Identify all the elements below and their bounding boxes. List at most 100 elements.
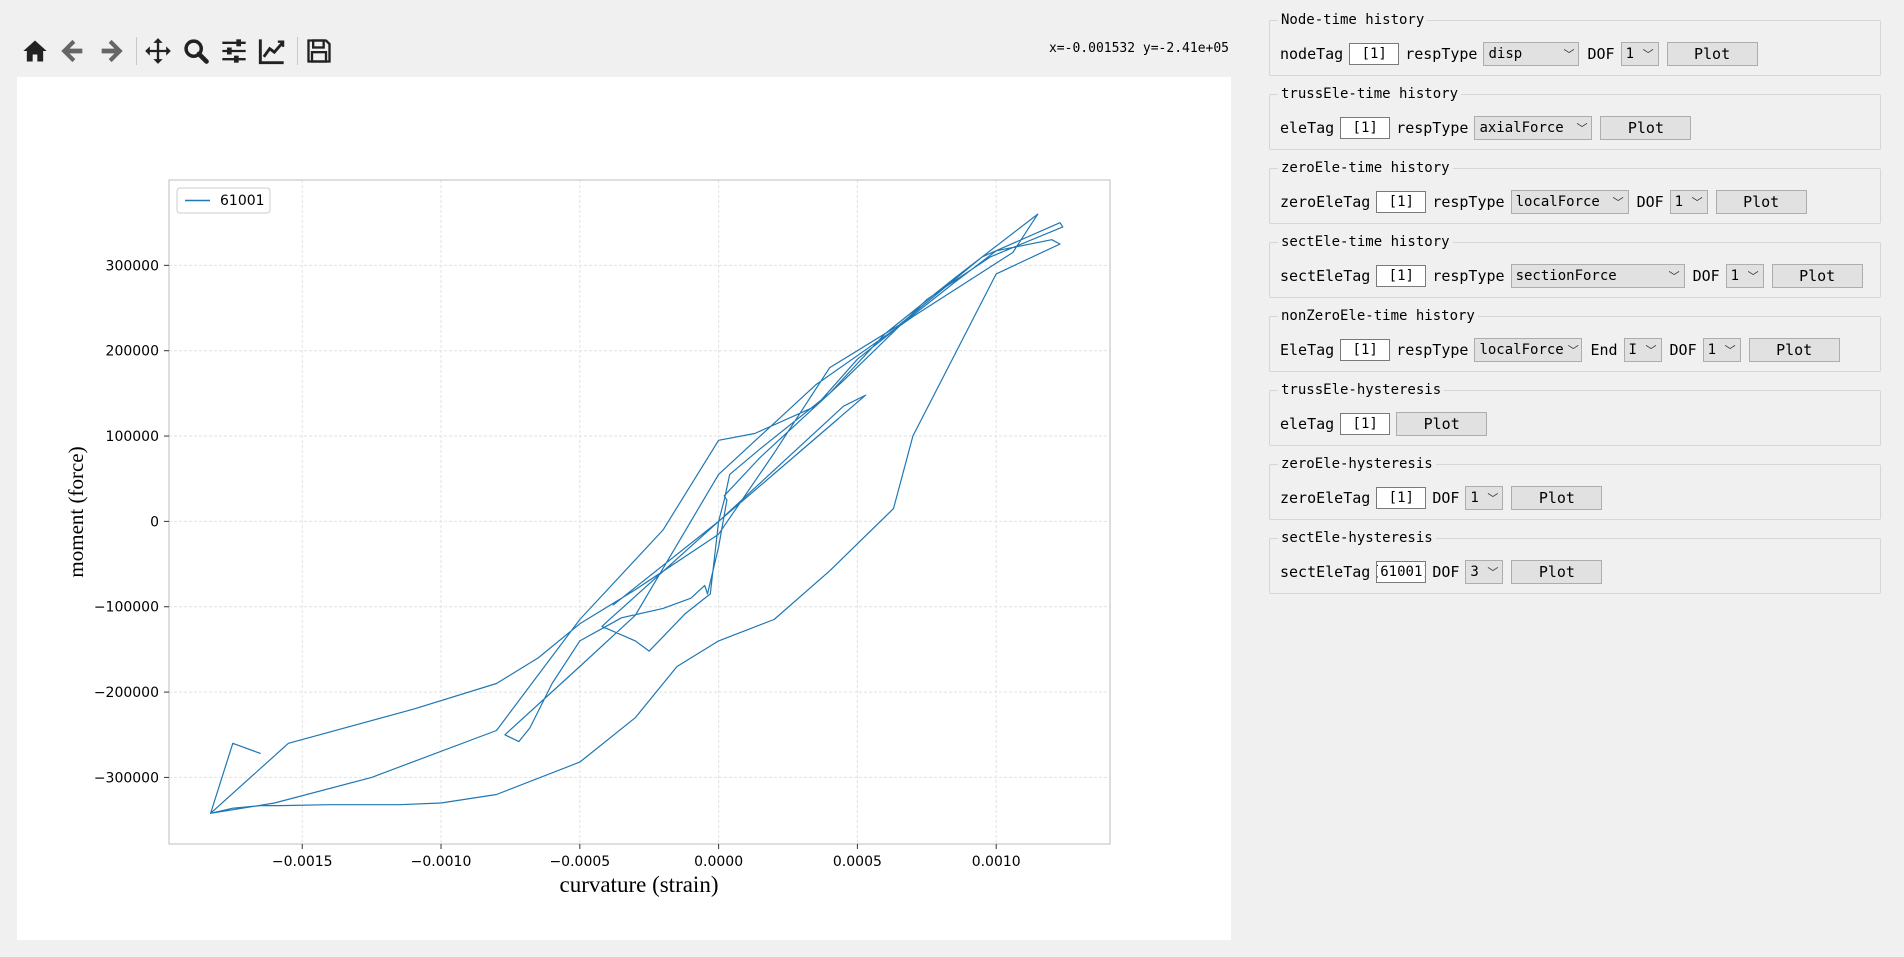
ele-tag-input[interactable]: [1] [1340, 413, 1391, 435]
resp-type-select[interactable]: localForce ﹀ [1474, 338, 1583, 362]
sect-ele-tag-input[interactable]: [61001] [1376, 561, 1427, 583]
group-title: zeroEle-hysteresis [1278, 456, 1436, 472]
chevron-down-icon: ﹀ [1487, 566, 1499, 579]
chevron-down-icon: ﹀ [1668, 270, 1680, 283]
zero-ele-tag-input[interactable]: [1] [1376, 487, 1427, 509]
configure-subplots-icon [222, 39, 246, 63]
plot-button[interactable]: Plot [1715, 190, 1807, 214]
back-button[interactable] [56, 34, 90, 68]
plot-button[interactable]: Plot [1666, 42, 1758, 66]
plot-button[interactable]: Plot [1511, 486, 1603, 510]
ele-tag-label: eleTag [1280, 119, 1335, 137]
group-title: Node-time history [1278, 12, 1428, 28]
sect-ele-tag-label: sectEleTag [1280, 563, 1371, 581]
legend: 61001 [176, 187, 271, 214]
plot-button[interactable]: Plot [1396, 412, 1488, 436]
legend-box [176, 187, 271, 214]
chevron-down-icon: ﹀ [1645, 344, 1657, 357]
chevron-down-icon: ﹀ [1487, 492, 1499, 505]
group-title: zeroEle-time history [1278, 160, 1453, 176]
x-axis-label: curvature (strain) [559, 872, 718, 897]
x-tick-label: 0.0000 [694, 854, 743, 870]
y-tick-label: −200000 [94, 685, 159, 701]
toolbar-separator [297, 37, 298, 65]
edit-axis-button[interactable] [255, 34, 289, 68]
dof-value: 3 [1470, 564, 1479, 580]
x-tick-label: −0.0005 [549, 854, 610, 870]
edit-axis-icon [258, 39, 285, 65]
plot-canvas[interactable]: −0.0015 −0.0010 −0.0005 0.0000 0.0005 0.0010 −… [17, 77, 1231, 940]
dof-select[interactable]: 1 ﹀ [1620, 42, 1659, 66]
truss-time-history-group: trussEle-time history eleTag [1] respTyp… [1269, 86, 1881, 150]
zoom-button[interactable] [179, 34, 213, 68]
home-button[interactable] [18, 34, 52, 68]
chevron-down-icon: ﹀ [1642, 48, 1654, 61]
y-tick-label: −300000 [94, 770, 159, 786]
resp-type-select[interactable]: sectionForce ﹀ [1510, 264, 1685, 288]
zero-ele-tag-label: zeroEleTag [1280, 489, 1371, 507]
group-title: trussEle-time history [1278, 86, 1462, 102]
zero-ele-tag-input[interactable]: [1] [1376, 191, 1427, 213]
resp-type-select[interactable]: localForce ﹀ [1510, 190, 1629, 214]
y-tick-label: 200000 [106, 344, 159, 360]
resp-type-value: axialForce [1479, 120, 1564, 136]
node-tag-input[interactable]: [1] [1349, 43, 1400, 65]
control-panel: Node-time history nodeTag [1] respType d… [1269, 12, 1881, 612]
back-arrow-icon [61, 39, 83, 63]
y-tick-label: 0 [150, 514, 159, 530]
series-line-61001 [210, 213, 1064, 814]
ele-tag-label: EleTag [1280, 341, 1335, 359]
forward-button[interactable] [94, 34, 128, 68]
end-value: I [1628, 342, 1637, 358]
save-icon [307, 39, 331, 63]
x-tick-label: 0.0005 [833, 854, 882, 870]
plot-toolbar [18, 32, 340, 70]
axis-ticks: −0.0015 −0.0010 −0.0005 0.0000 0.0005 0.0010 −… [94, 258, 1021, 870]
resp-type-select[interactable]: disp ﹀ [1483, 42, 1580, 66]
pan-button[interactable] [141, 34, 175, 68]
end-select[interactable]: I ﹀ [1623, 338, 1662, 362]
dof-select[interactable]: 1 ﹀ [1702, 338, 1741, 362]
dof-label: DOF [1669, 341, 1697, 359]
dof-value: 1 [1707, 342, 1717, 358]
dof-select[interactable]: 1 ﹀ [1465, 486, 1504, 510]
dof-select[interactable]: 1 ﹀ [1669, 190, 1708, 214]
configure-subplots-button[interactable] [217, 34, 251, 68]
node-tag-label: nodeTag [1280, 45, 1344, 63]
chevron-down-icon: ﹀ [1612, 196, 1624, 209]
save-button[interactable] [302, 34, 336, 68]
dof-select[interactable]: 3 ﹀ [1465, 560, 1504, 584]
y-tick-label: 300000 [106, 258, 159, 274]
plot-button[interactable]: Plot [1748, 338, 1840, 362]
cursor-coordinates: x=-0.001532 y=-2.41e+05 [1048, 41, 1229, 56]
dof-select[interactable]: 1 ﹀ [1725, 264, 1764, 288]
dof-label: DOF [1636, 193, 1664, 211]
resp-type-label: respType [1396, 341, 1469, 359]
x-tick-label: 0.0010 [972, 854, 1021, 870]
home-icon [23, 40, 47, 62]
resp-type-label: respType [1432, 267, 1505, 285]
ele-tag-input[interactable]: [1] [1340, 117, 1391, 139]
plot-button[interactable]: Plot [1600, 116, 1692, 140]
group-title: trussEle-hysteresis [1278, 382, 1445, 398]
chevron-down-icon: ﹀ [1691, 196, 1703, 209]
chevron-down-icon: ﹀ [1567, 344, 1579, 357]
end-label: End [1590, 341, 1618, 359]
pan-icon [145, 38, 171, 64]
grid-lines [169, 180, 1110, 844]
resp-type-value: sectionForce [1515, 268, 1617, 284]
chevron-down-icon: ﹀ [1576, 122, 1588, 135]
plot-button[interactable]: Plot [1511, 560, 1603, 584]
ele-tag-input[interactable]: [1] [1340, 339, 1391, 361]
resp-type-select[interactable]: axialForce ﹀ [1474, 116, 1593, 140]
forward-arrow-icon [101, 39, 123, 63]
sect-ele-tag-input[interactable]: [1] [1376, 265, 1427, 287]
dof-value: 1 [1470, 490, 1479, 506]
dof-label: DOF [1587, 45, 1615, 63]
zoom-icon [184, 39, 209, 64]
ele-tag-label: eleTag [1280, 415, 1335, 433]
dof-value: 1 [1730, 268, 1740, 284]
resp-type-value: localForce [1479, 342, 1564, 358]
plot-button[interactable]: Plot [1771, 264, 1863, 288]
x-tick-label: −0.0010 [411, 854, 472, 870]
